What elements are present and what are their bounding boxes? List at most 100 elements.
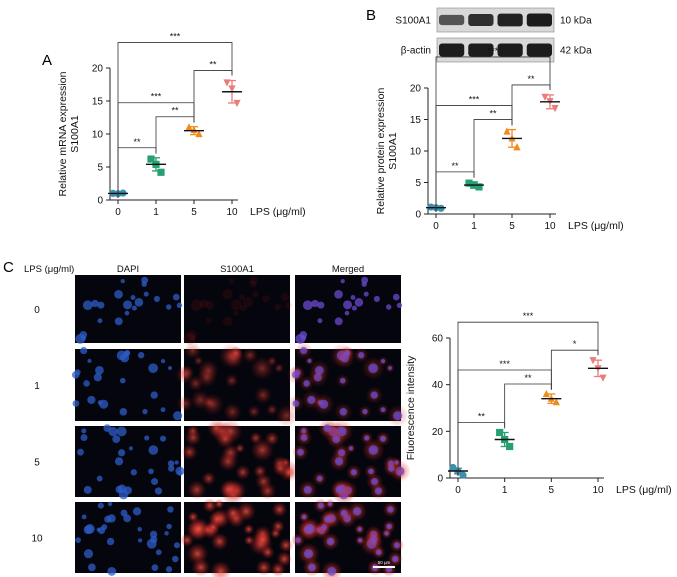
chart-a-data-point — [185, 123, 193, 131]
blot-band — [526, 43, 552, 57]
micro-panel — [75, 424, 185, 500]
chart-a-y-tick-label: 0 — [97, 196, 103, 207]
micro-column-label: S100A1 — [220, 264, 254, 275]
chart-b-x-tick-label: 0 — [433, 221, 439, 232]
chart-c-x-axis-title: LPS (μg/ml) — [616, 484, 672, 496]
chart-b-significance-bracket — [435, 56, 551, 212]
chart-a-significance-label: *** — [170, 32, 181, 42]
scale-bar-label: 50 μm — [378, 560, 391, 565]
western-blot: S100A1 10 kDa β-actin 42 kDa — [395, 7, 592, 63]
chart-c-y-tick-label: 60 — [432, 334, 444, 345]
chart-a-x-tick-label: 0 — [115, 207, 121, 218]
chart-a-y-tick-label: 15 — [92, 97, 104, 108]
chart-b-y-tick-label: 0 — [415, 210, 421, 221]
chart-a-significance-label: ** — [209, 60, 217, 70]
blot-band — [497, 13, 523, 27]
panel-label-c: C — [3, 259, 14, 276]
chart-c-significance-label: ** — [478, 412, 486, 422]
micro-panel — [291, 498, 405, 577]
chart-b-data-point — [465, 179, 473, 187]
blot-band — [497, 43, 523, 57]
chart-b-y-tick-label: 10 — [410, 147, 422, 158]
chart-b-y-tick-label: 5 — [415, 178, 421, 189]
chart-c-significance-bracket — [457, 321, 599, 476]
chart-a-data-point — [195, 129, 203, 138]
chart-b-data-point — [541, 93, 549, 101]
chart-c-y-tick-label: 0 — [437, 474, 443, 485]
chart-c-data-point — [496, 428, 504, 437]
micro-panel — [181, 418, 300, 506]
chart-c-y-tick-label: 20 — [432, 427, 444, 438]
chart-a-y-axis-title: S100A1 — [69, 115, 81, 153]
chart-a-data-point — [233, 99, 241, 108]
micro-row-label: 5 — [34, 458, 40, 469]
micro-panel — [180, 498, 294, 577]
chart-a-data-point — [223, 79, 231, 87]
panel-label-a: A — [42, 52, 52, 69]
chart-b-data-point — [551, 105, 559, 113]
chart-a-x-axis-title: LPS (μg/ml) — [250, 206, 306, 218]
micro-panel — [71, 346, 183, 421]
micro-row-label: 10 — [31, 534, 43, 545]
chart-c-data-point — [589, 357, 597, 365]
blot-protein-label: S100A1 — [395, 16, 431, 27]
micro-panel — [183, 275, 292, 345]
blot-size-label: 42 kDa — [560, 46, 592, 57]
chart-c-significance-label: * — [573, 339, 577, 349]
chart-a-x-tick-label: 10 — [226, 207, 238, 218]
chart-c-x-tick-label: 10 — [592, 485, 604, 496]
chart-b-x-tick-label: 5 — [509, 221, 515, 232]
chart-b-significance-label: *** — [488, 46, 499, 56]
chart-c-data-point — [449, 463, 457, 472]
chart-b-x-tick-label: 1 — [471, 221, 477, 232]
chart-c-y-tick-label: 40 — [432, 380, 444, 391]
chart-a-data-point — [147, 155, 155, 163]
micro-panel — [175, 341, 298, 427]
blot-size-label: 10 kDa — [560, 16, 592, 27]
microscopy-grid: LPS (μg/ml) DAPI S100A1 Merged 0 1 5 10 50 μm — [24, 264, 411, 577]
chart-a-significance-label: ** — [171, 106, 179, 116]
chart-c-significance-label: ** — [524, 373, 532, 383]
chart-b-x-tick-label: 10 — [544, 221, 556, 232]
chart-c-x-tick-label: 1 — [502, 485, 508, 496]
chart-a-y-tick-label: 10 — [92, 130, 104, 141]
chart-b-significance-label: ** — [451, 161, 459, 171]
chart-b-y-tick-label: 20 — [410, 84, 422, 95]
chart-a-data-point — [228, 85, 236, 93]
chart-b-data-point — [475, 183, 483, 191]
blot-band — [439, 14, 465, 26]
panel-label-b: B — [366, 7, 376, 24]
blot-band — [468, 43, 494, 57]
chart-b-significance-label: ** — [527, 74, 535, 84]
chart-a-x-tick-label: 5 — [191, 207, 197, 218]
chart-a-x-tick-label: 1 — [153, 207, 159, 218]
chart-b-data-point — [513, 143, 521, 151]
chart-c-data-point — [599, 374, 607, 382]
chart-c-data-point — [552, 398, 560, 406]
chart-b-significance-label: *** — [469, 95, 480, 105]
chart-b-y-axis-title: S100A1 — [387, 132, 399, 170]
chart-a-data-point — [157, 168, 165, 176]
chart-c-y-axis-title: Fluorescence intensity — [405, 355, 417, 460]
blot-band — [468, 13, 494, 27]
blot-band — [439, 43, 465, 57]
micro-panel — [75, 275, 183, 344]
chart-c-data-point — [542, 389, 550, 398]
chart-panel-c: 0 20 40 60 0 1 5 10 LPS (μg/ml) Fluorescence inte… — [405, 311, 672, 496]
chart-b-significance-label: ** — [489, 109, 497, 119]
chart-b-data-point — [503, 127, 511, 135]
micro-panel — [292, 418, 411, 506]
micro-panel — [286, 341, 409, 427]
micro-panel — [295, 275, 403, 344]
chart-b-y-axis-title: Relative protein expression — [375, 88, 387, 215]
chart-c-data-point — [459, 471, 467, 479]
chart-a-y-tick-label: 5 — [97, 163, 103, 174]
chart-b-y-tick-label: 15 — [410, 115, 422, 126]
micro-panel — [75, 501, 181, 576]
chart-c-significance-label: *** — [523, 311, 534, 321]
chart-a-y-axis-title: Relative mRNA expression — [57, 71, 69, 196]
chart-c-significance-label: *** — [499, 359, 510, 369]
